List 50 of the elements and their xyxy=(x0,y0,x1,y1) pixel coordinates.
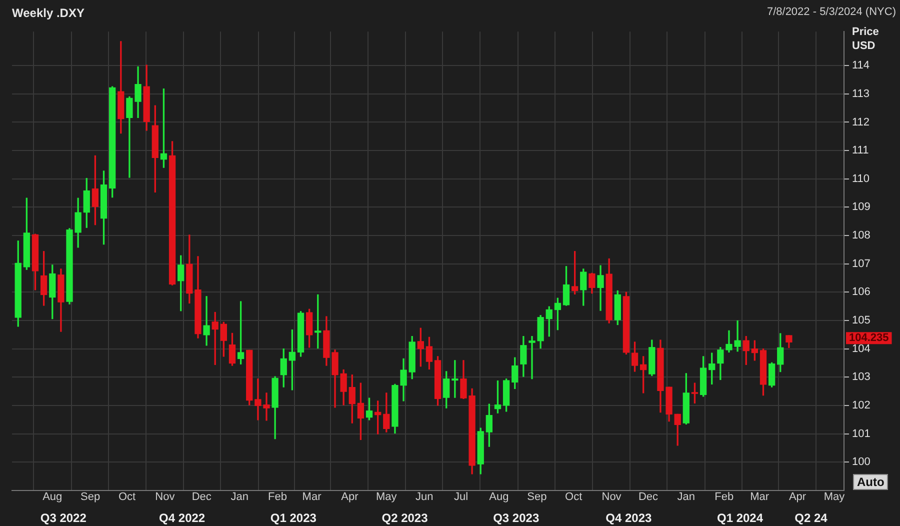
x-tick-label: Dec xyxy=(638,491,659,504)
text: 104.235 xyxy=(849,332,889,344)
y-tick-label: 102 xyxy=(852,399,870,412)
x2-tick-label: Q3 2022 xyxy=(40,511,87,526)
x2-tick-label: Q1 2024 xyxy=(716,511,764,526)
x-tick-label: Apr xyxy=(788,491,806,504)
x-tick-label: Jan xyxy=(230,491,248,504)
y-tick-label: 111 xyxy=(852,144,869,157)
x2-tick-label: Q3 2023 xyxy=(493,511,540,526)
x2-tick-label: Q4 2022 xyxy=(159,511,206,526)
x-tick-label: Aug xyxy=(42,491,62,504)
y-tick-label: 110 xyxy=(852,172,870,185)
y-tick-label: 105 xyxy=(852,314,870,327)
x2-tick-label: Q4 2023 xyxy=(606,511,652,526)
chart-subtitle: 7/8/2022 - 5/3/2024 (NYC) xyxy=(766,6,896,18)
x-tick-label: Sep xyxy=(80,491,100,504)
y-axis-title: Price USD xyxy=(852,25,879,53)
x-tick-label: Jul xyxy=(454,491,468,504)
y-tick-label: 109 xyxy=(852,201,870,214)
x-tick-label: Jan xyxy=(677,491,696,504)
x-tick-label: Aug xyxy=(489,491,509,504)
x-tick-label: Sep xyxy=(527,491,547,504)
y-tick-label: 104 xyxy=(852,342,870,355)
x-tick-label: Feb xyxy=(714,491,734,504)
x-tick-label: Apr xyxy=(341,491,359,504)
text: Auto xyxy=(853,474,888,490)
y-tick-label: 103 xyxy=(852,371,870,384)
x-tick-label: Mar xyxy=(750,491,770,504)
x-tick-label: Mar xyxy=(302,491,322,504)
y-tick-label: 113 xyxy=(852,88,870,100)
x-tick-label: May xyxy=(824,491,846,504)
x-tick-label: Feb xyxy=(268,491,287,504)
x-tick-label: Nov xyxy=(155,491,176,504)
x-tick-label: Jun xyxy=(415,491,434,504)
x-tick-label: Oct xyxy=(565,491,582,504)
x2-tick-label: Q2 2023 xyxy=(382,511,428,526)
y-tick-label: 101 xyxy=(852,428,870,440)
y-tick-label: 106 xyxy=(852,286,870,298)
x-tick-label: May xyxy=(376,491,398,504)
x-tick-label: Dec xyxy=(192,491,212,504)
x-tick-label: Oct xyxy=(118,491,136,504)
y-tick-label: 107 xyxy=(852,258,870,270)
y-tick-label: 100 xyxy=(852,456,870,468)
x2-tick-label: Q1 2023 xyxy=(270,511,317,526)
chart-title: Weekly .DXY xyxy=(12,6,84,20)
x2-tick-label: Q2 24 xyxy=(794,511,828,526)
y-tick-label: 114 xyxy=(852,60,870,72)
y-tick-label: 108 xyxy=(852,230,870,242)
x-tick-label: Nov xyxy=(602,491,622,504)
y-tick-label: 112 xyxy=(852,116,870,128)
